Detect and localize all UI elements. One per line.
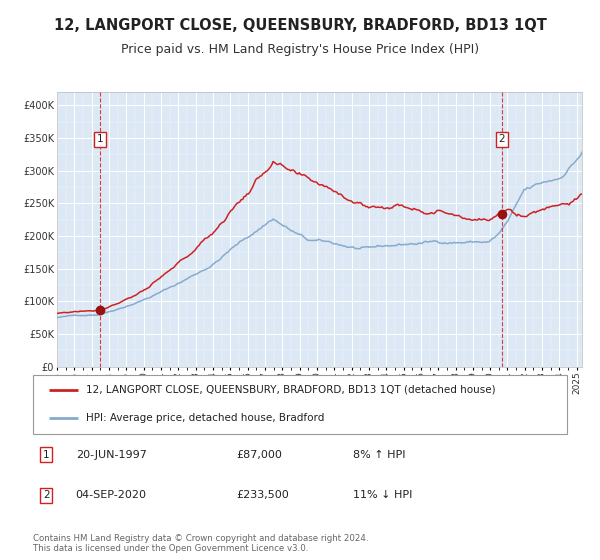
Text: 20-JUN-1997: 20-JUN-1997: [76, 450, 146, 460]
Text: £87,000: £87,000: [236, 450, 282, 460]
Text: 2: 2: [499, 134, 505, 144]
Text: Price paid vs. HM Land Registry's House Price Index (HPI): Price paid vs. HM Land Registry's House …: [121, 43, 479, 56]
Text: 12, LANGPORT CLOSE, QUEENSBURY, BRADFORD, BD13 1QT: 12, LANGPORT CLOSE, QUEENSBURY, BRADFORD…: [53, 18, 547, 32]
Text: 1: 1: [97, 134, 103, 144]
Text: HPI: Average price, detached house, Bradford: HPI: Average price, detached house, Brad…: [86, 413, 325, 423]
Text: £233,500: £233,500: [236, 490, 289, 500]
FancyBboxPatch shape: [33, 375, 567, 434]
Text: 2: 2: [43, 490, 50, 500]
Text: Contains HM Land Registry data © Crown copyright and database right 2024.
This d: Contains HM Land Registry data © Crown c…: [33, 534, 368, 553]
Text: 8% ↑ HPI: 8% ↑ HPI: [353, 450, 406, 460]
Text: 04-SEP-2020: 04-SEP-2020: [76, 490, 147, 500]
Text: 1: 1: [43, 450, 50, 460]
Text: 11% ↓ HPI: 11% ↓ HPI: [353, 490, 413, 500]
Text: 12, LANGPORT CLOSE, QUEENSBURY, BRADFORD, BD13 1QT (detached house): 12, LANGPORT CLOSE, QUEENSBURY, BRADFORD…: [86, 385, 496, 395]
